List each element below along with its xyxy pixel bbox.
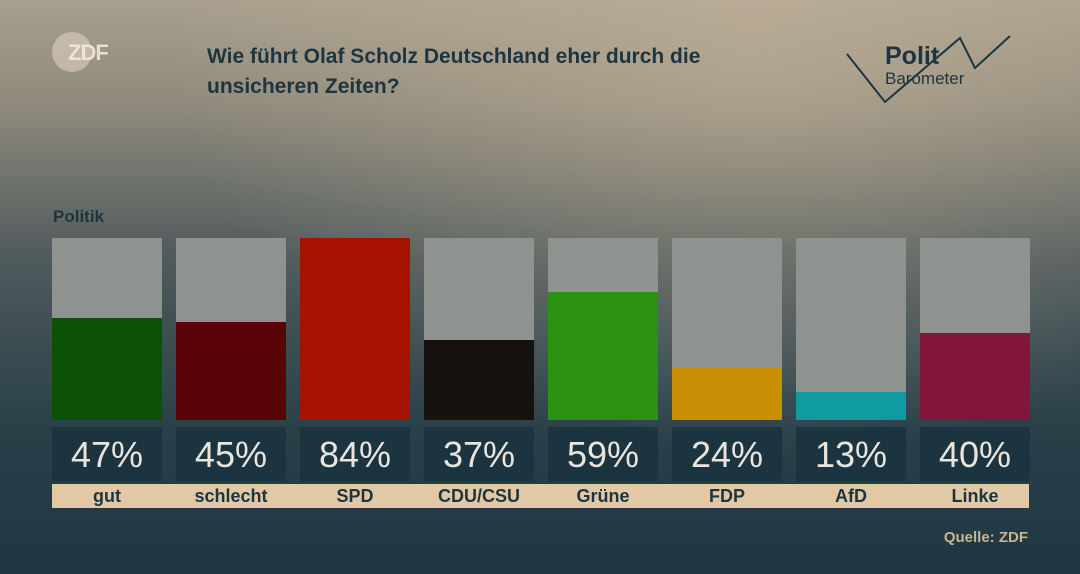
- politbarometer-polit: Polit: [885, 42, 940, 70]
- category-label: AfD: [835, 486, 867, 506]
- category-label: CDU/CSU: [437, 486, 520, 506]
- chart-title-line1: Wie führt Olaf Scholz Deutschland eher d…: [207, 45, 701, 68]
- category-label-strip: gut schlecht SPD CDU/CSU Grüne FDP AfD Linke: [52, 484, 1029, 508]
- bar-value-label: 47%: [52, 427, 162, 482]
- bar-value-label: 59%: [548, 427, 658, 482]
- bar-track: [920, 238, 1030, 420]
- zdf-logo-text: ZDF: [68, 40, 109, 65]
- category-label: FDP: [709, 486, 745, 506]
- bar-track: [52, 238, 162, 420]
- bar: [920, 333, 1030, 420]
- bar-value-label: 40%: [920, 427, 1030, 482]
- zdf-logo-circle: [52, 32, 92, 72]
- bar-track: [548, 238, 658, 420]
- chart-title: Wie führt Olaf Scholz Deutschland eher d…: [207, 42, 827, 102]
- source-label: Quelle: ZDF: [943, 529, 1028, 546]
- bar: [672, 368, 782, 420]
- bar-value-label: 24%: [672, 427, 782, 482]
- bar-track: [424, 238, 534, 420]
- section-label: Politik: [53, 207, 105, 226]
- bar: [300, 238, 410, 420]
- zdf-logo: ZDF: [52, 30, 122, 76]
- bar: [548, 292, 658, 420]
- chart-title-line2: unsicheren Zeiten?: [207, 75, 400, 98]
- bar-value-label: 84%: [300, 427, 410, 482]
- category-label: Linke: [951, 486, 999, 506]
- bar-track: [300, 238, 410, 420]
- category-label: gut: [93, 486, 121, 506]
- bar-track: [672, 238, 782, 420]
- politbarometer-barometer: Barometer: [885, 69, 965, 88]
- bar-track: [796, 238, 906, 420]
- bar-value-label: 45%: [176, 427, 286, 482]
- bar: [176, 322, 286, 420]
- bar-track: [176, 238, 286, 420]
- politbarometer-line-icon: [846, 35, 1011, 104]
- politbarometer-logo: Polit Barometer: [845, 32, 1015, 112]
- category-label: Grüne: [576, 486, 630, 506]
- bar: [424, 340, 534, 420]
- bar-value-label: 13%: [796, 427, 906, 482]
- category-label: SPD: [336, 486, 374, 506]
- bar: [52, 318, 162, 420]
- bar: [796, 392, 906, 420]
- category-label: schlecht: [194, 486, 268, 506]
- bar-value-label: 37%: [424, 427, 534, 482]
